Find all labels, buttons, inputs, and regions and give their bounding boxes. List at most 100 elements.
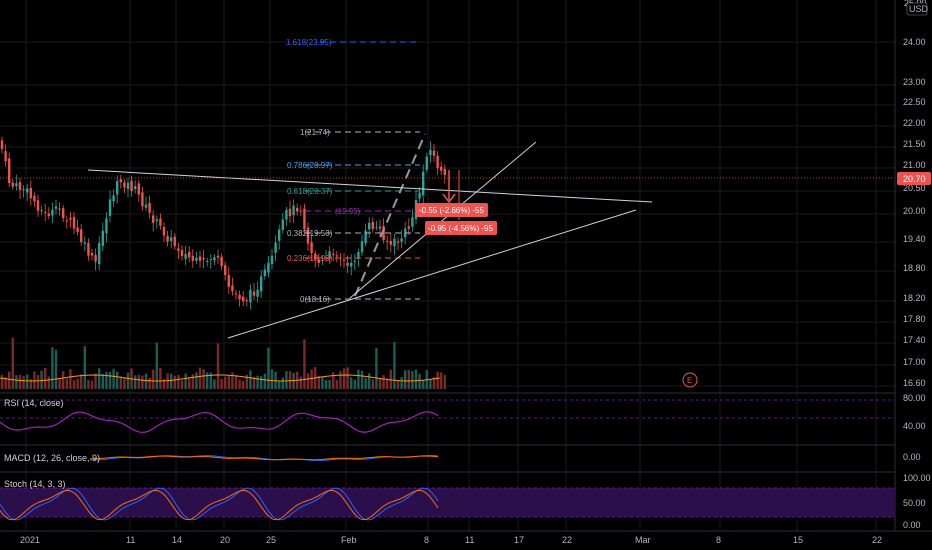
volume-bar (422, 380, 425, 389)
price-tick: 17.40 (903, 335, 926, 345)
candle-body (249, 289, 252, 303)
price-range-measure[interactable]: -0.55 (-2.66%) -55 -0.95 (-4.56%) -95 (416, 170, 497, 235)
volume-bar (310, 369, 313, 389)
fib-retracement[interactable]: 1.618(23.95) 1(21.74) 0.786(20.97) 0.618… (286, 38, 426, 304)
candle-body (274, 242, 277, 253)
volume-bar (116, 371, 119, 389)
volume-bar (87, 379, 90, 389)
candle-body (177, 248, 180, 251)
stoch-label: Stoch (14, 3, 3) (4, 479, 66, 489)
fib-label-0: 0(18.16) (300, 295, 330, 304)
candle-body (22, 189, 25, 191)
candle-body (80, 229, 83, 243)
candle-body (364, 230, 367, 244)
volume-bar (54, 349, 58, 389)
volume-bar (407, 369, 410, 389)
candle-body (371, 221, 374, 230)
candle-body (375, 227, 378, 229)
candle-body (15, 183, 18, 187)
volume-bar (227, 375, 230, 389)
candle-body (198, 256, 202, 261)
price-axis[interactable]: 25.00 24.00 23.00 22.50 22.00 21.50 21.0… (897, 0, 931, 530)
price-tick: 24.00 (903, 37, 926, 47)
volume-bar (152, 369, 155, 389)
currency-label: USD (909, 4, 929, 14)
volume-bar (440, 372, 443, 389)
volume-bar (206, 372, 209, 389)
volume-bar (62, 371, 65, 389)
candle-body (342, 259, 346, 261)
volume-bar (238, 379, 241, 389)
candle-body (170, 237, 173, 241)
volume-bar (148, 377, 151, 389)
volume-bar (285, 371, 288, 389)
volume-bar (90, 380, 94, 389)
volume-bar (184, 373, 187, 389)
volume-bar (98, 368, 101, 389)
volume-ma-line (0, 374, 441, 382)
candle-body (83, 242, 86, 244)
candle-body (47, 213, 50, 217)
candle-body (195, 257, 198, 261)
volume-bar (209, 372, 212, 389)
volume-bar (278, 380, 281, 389)
candle-body (40, 210, 43, 212)
macd-pane: MACD (12, 26, close, 9) (4, 453, 439, 463)
candle-body (281, 219, 284, 230)
candle-body (263, 269, 266, 277)
candle-body (108, 199, 112, 216)
stoch-tick: 100.00 (903, 473, 931, 483)
volume-bar (249, 370, 252, 389)
volume-bar (224, 376, 227, 389)
candle-body (285, 209, 288, 220)
price-tick: 23.00 (903, 77, 926, 87)
candle-body (69, 217, 72, 220)
rsi-tick: 40.00 (903, 421, 926, 431)
candle-body (353, 260, 356, 262)
candle-body (425, 156, 428, 170)
candle-body (350, 262, 353, 267)
candle-body (105, 218, 108, 234)
candle-body (429, 149, 432, 156)
rsi-tick: 80.00 (903, 393, 926, 403)
volume-bar (4, 377, 7, 389)
volume-bar (94, 373, 97, 389)
earnings-marker[interactable]: E (682, 372, 698, 388)
candle-body (242, 296, 245, 302)
volume-bar (220, 378, 223, 389)
volume-bar (393, 342, 396, 389)
candle-body (260, 276, 263, 292)
candle-body (296, 207, 299, 212)
macd-signal-line (89, 455, 439, 461)
volume-bar (44, 368, 47, 389)
volume-bar (141, 375, 144, 389)
volume-bar (166, 373, 169, 389)
rsi-pane: RSI (14, close) (0, 398, 895, 433)
stoch-tick: 0.00 (903, 520, 921, 530)
volume-bar (80, 374, 83, 389)
candle-body (101, 230, 104, 246)
volume-bar (65, 378, 68, 389)
volume-bar (353, 379, 356, 389)
fib-label-0236: 0.236(18.99) (287, 254, 333, 263)
volume-bar (339, 371, 342, 389)
volume-bar (36, 374, 40, 389)
price-tag-2: -0.95 (-4.56%) -95 (428, 224, 493, 233)
candle-body (123, 182, 126, 188)
volume-bar (245, 374, 248, 389)
trend-lines[interactable] (87, 141, 653, 339)
price-tick: 17.00 (903, 357, 926, 367)
price-tick: 19.40 (903, 234, 926, 244)
candle-body (270, 255, 274, 265)
candle-body (65, 220, 68, 222)
time-axis[interactable]: 2021 11 14 20 25 Feb 8 11 17 22 Mar 8 15… (20, 535, 882, 545)
candle-body (148, 202, 151, 213)
candle-body (119, 179, 122, 183)
candle-body (184, 253, 187, 259)
candle-body (206, 260, 209, 262)
candle-body (231, 285, 234, 292)
candle-body (54, 206, 58, 209)
volume-bar (317, 375, 320, 389)
candle-body (321, 260, 324, 262)
